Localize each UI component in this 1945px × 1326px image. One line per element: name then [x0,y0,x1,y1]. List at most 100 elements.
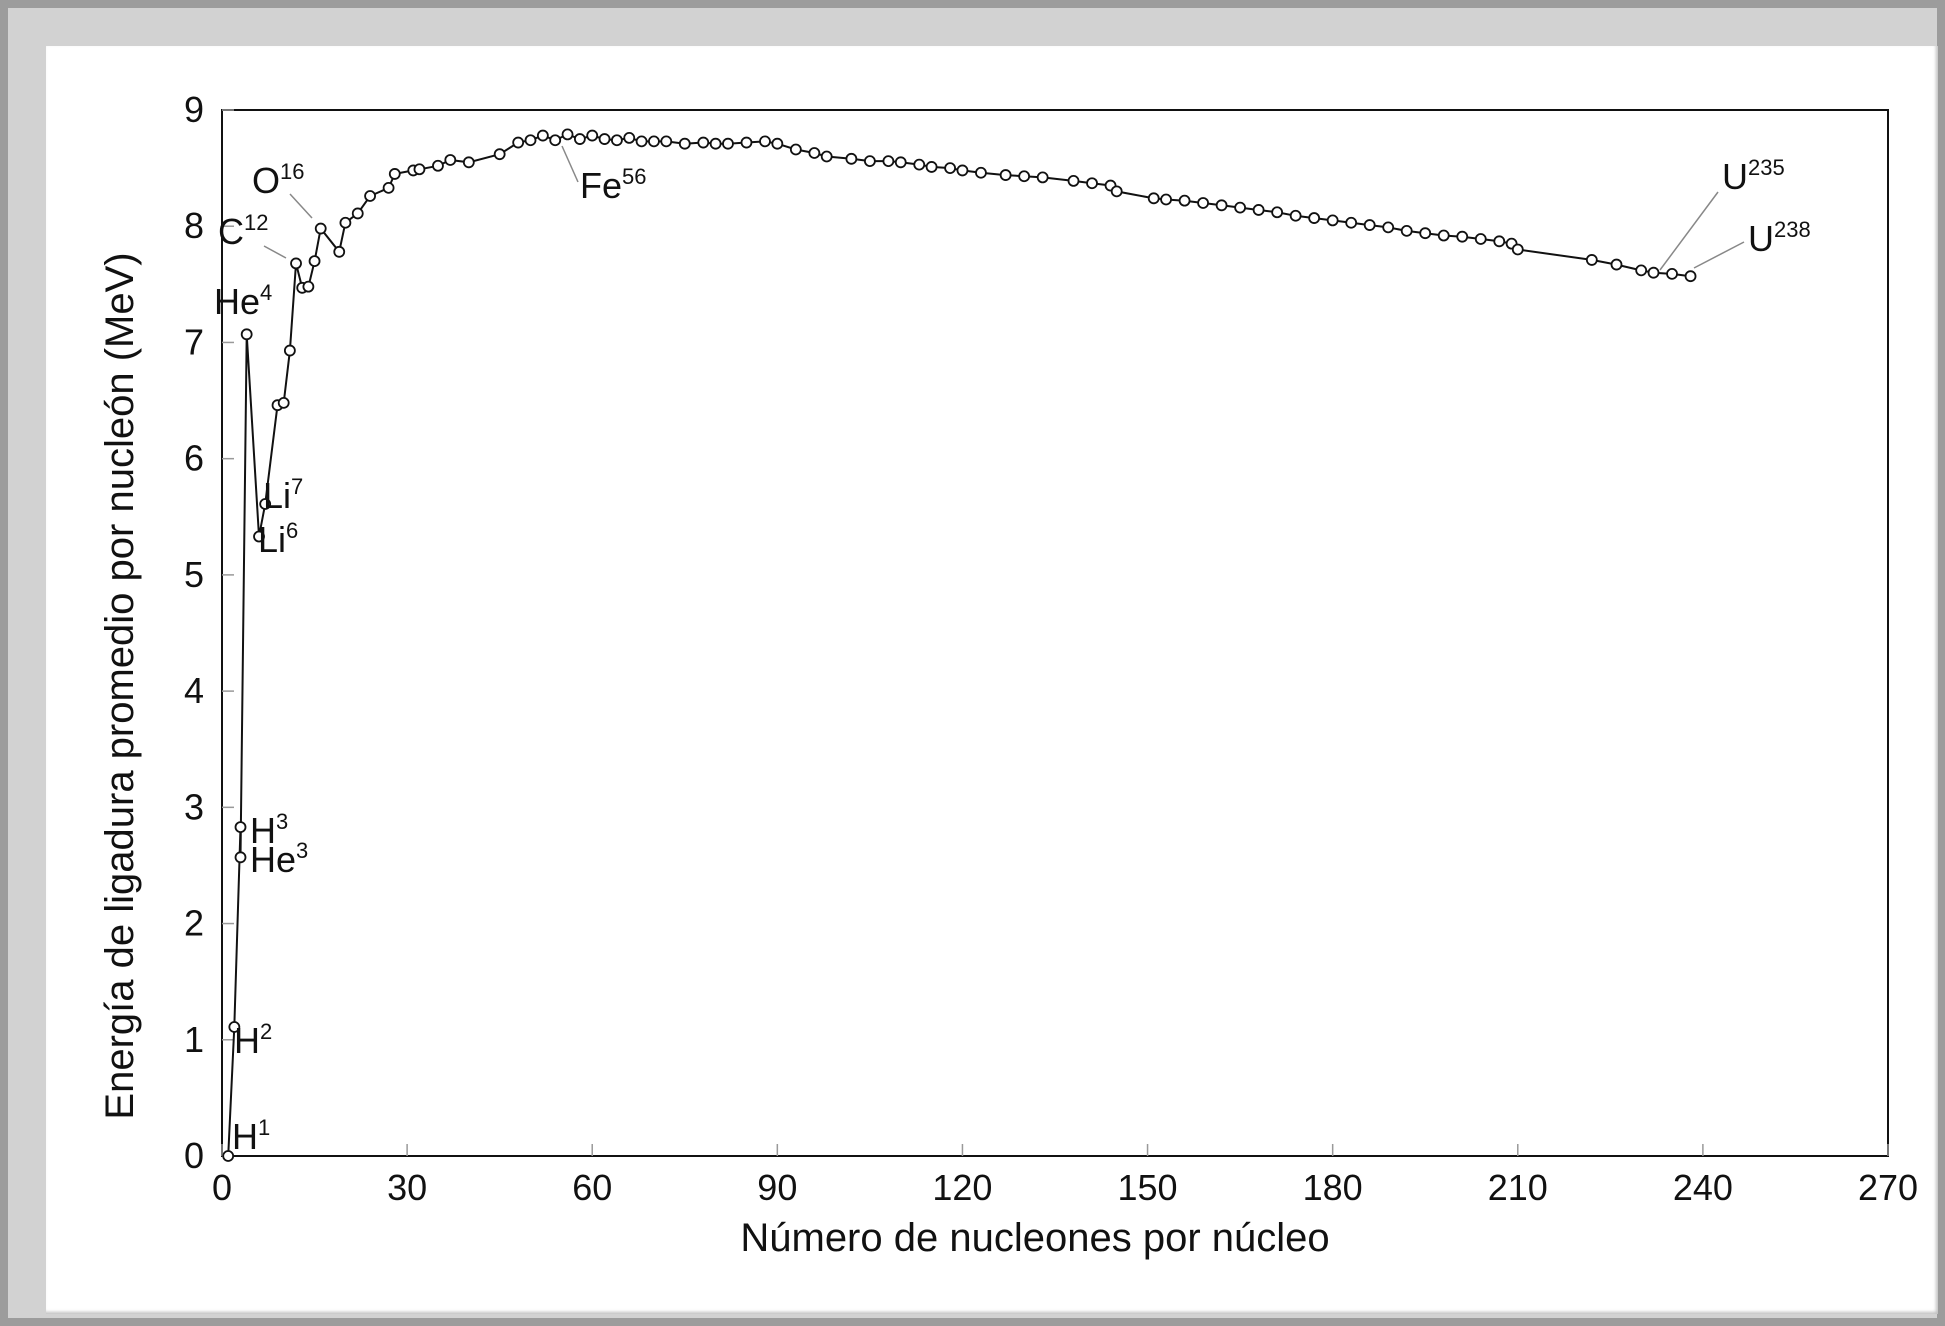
data-point [1345,216,1358,229]
data-point [1252,204,1265,216]
y-tick-label: 7 [184,321,204,362]
annotation-label: H1 [232,1115,270,1157]
data-point [1197,197,1209,209]
annotation-leader [561,145,579,183]
data-point [882,155,895,168]
annotation-label: U235 [1722,155,1785,197]
data-point [598,133,611,145]
data-point [1419,227,1432,240]
axes: 0 30 60 90 120 150 180 210 240 270 0 1 2 3 4 5 6 7 8 9 [184,89,1918,1208]
data-point [573,133,586,145]
data-point [333,245,346,258]
y-tick-label: 4 [184,670,204,711]
data-point [277,396,290,409]
data-point [1036,171,1049,184]
data-point [697,136,710,149]
data-point [845,152,858,165]
data-point [611,134,623,147]
data-point [1326,214,1339,227]
x-axis-label: Número de nucleones por núcleo [740,1216,1329,1260]
data-point [1308,212,1321,224]
data-point [234,851,247,864]
annotation-label: He4 [214,280,272,322]
data-point [820,150,833,163]
data-point [894,156,907,169]
data-point [635,135,648,148]
data-point [944,162,957,175]
data-point [759,135,771,148]
data-point [1493,235,1506,248]
annotation-label: C12 [218,210,268,252]
data-point [234,821,247,833]
series-line [227,133,1691,1157]
data-point [1382,221,1395,234]
y-tick-label: 3 [184,786,204,827]
x-tick-label: 210 [1488,1167,1548,1208]
data-point [1234,201,1247,214]
data-point [413,163,426,176]
data-point [314,222,327,235]
data-point [925,161,938,173]
chart-panel: 0 30 60 90 120 150 180 210 240 270 0 1 2 3 4 5 6 7 8 9 H1 H2… [46,46,1938,1314]
x-tick-label: 270 [1858,1167,1918,1208]
data-point [283,344,296,357]
data-point [253,530,265,543]
data-point [1289,209,1302,222]
data-point [1635,264,1648,277]
data-point [789,143,802,156]
data-point [623,131,636,144]
data-point [1018,170,1031,183]
data-point [586,129,599,142]
data-point [1474,233,1487,245]
series-layer [222,128,1697,1162]
data-point [1437,229,1450,242]
data-point [1147,192,1160,205]
data-point [228,1021,241,1033]
data-point [351,207,364,220]
x-tick-label: 150 [1118,1167,1178,1208]
y-axis-label: Energía de ligadura promedio por nucleón… [98,252,142,1119]
data-point [648,135,660,148]
data-point [1456,230,1469,243]
data-point [240,328,253,341]
data-point [1178,194,1191,207]
annotation-label: Li7 [263,474,303,516]
annotation-label: Fe56 [580,164,647,206]
data-point [382,181,395,194]
data-point [462,156,475,169]
data-point [1067,174,1080,187]
x-tick-label: 120 [932,1167,992,1208]
data-point [444,154,457,166]
data-point [771,137,784,150]
data-point [999,169,1012,181]
y-tick-label: 0 [184,1135,204,1176]
annotation-leader [263,245,287,259]
data-point [1086,177,1098,190]
outer-frame: 0 30 60 90 120 150 180 210 240 270 0 1 2 3 4 5 6 7 8 9 H1 H2… [8,8,1938,1318]
data-point [1666,267,1678,280]
data-point [1684,270,1697,283]
x-tick-label: 180 [1303,1167,1363,1208]
annotation-label: He3 [250,838,308,880]
data-point [512,136,525,149]
annotation-leader [1693,241,1745,269]
annotation-label: H2 [234,1019,272,1061]
annotation-leader [289,193,313,219]
annotation-label: H3 [250,809,288,851]
data-point [956,164,969,177]
data-point [1215,199,1228,212]
data-point [1363,219,1376,231]
data-point [808,147,821,159]
x-tick-label: 60 [572,1167,612,1208]
annotation-leader [1659,191,1719,271]
binding-energy-chart: 0 30 60 90 120 150 180 210 240 270 0 1 2 3 4 5 6 7 8 9 H1 H2… [98,89,1918,1260]
data-point [222,1150,235,1162]
data-point [1511,243,1524,256]
data-point [1160,193,1172,206]
data-point [549,134,562,147]
data-point [678,137,691,150]
data-point [536,129,549,142]
data-point [432,159,444,172]
y-tick-label: 5 [184,554,204,595]
